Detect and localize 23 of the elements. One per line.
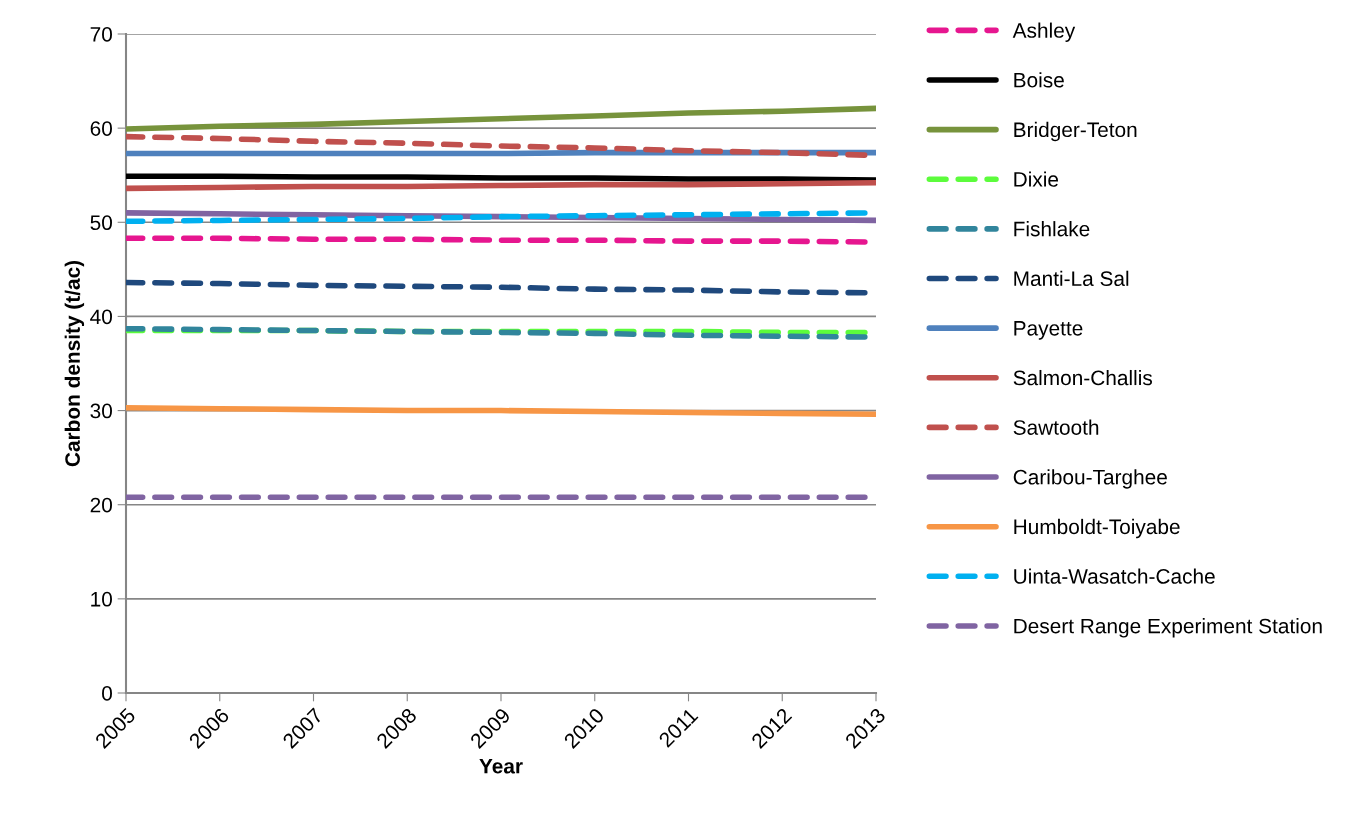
legend-label: Dixie	[1014, 171, 1059, 187]
legend-label: Salmon-Challis	[1013, 369, 1153, 386]
y-tick-label: 50	[90, 215, 112, 231]
y-tick-label: 60	[90, 121, 112, 136]
y-tick-label: 0	[102, 686, 112, 701]
legend-label: Boise	[1014, 72, 1064, 88]
legend-label: Payette	[1014, 321, 1083, 340]
legend-label: Ashley	[1012, 22, 1076, 42]
y-axis-title: Carbon density (t/ac)	[64, 260, 85, 467]
x-axis-title: Year	[479, 759, 523, 774]
y-tick-label: 40	[90, 309, 112, 325]
legend-label: Desert Range Experiment Station	[1014, 618, 1322, 638]
legend-label: Uinta-Wasatch-Cache	[1014, 568, 1215, 584]
y-tick-label: 70	[90, 27, 112, 42]
y-tick-label: 10	[91, 591, 112, 607]
legend-label: Caribou-Targhee	[1013, 469, 1167, 489]
legend-label: Manti-La Sal	[1014, 270, 1129, 287]
legend-label: Sawtooth	[1013, 419, 1099, 435]
y-tick-label: 20	[90, 497, 112, 513]
legend-label: Bridger-Teton	[1014, 121, 1137, 142]
y-tick-label: 30	[90, 403, 112, 419]
legend-label: Fishlake	[1014, 221, 1090, 237]
legend-label: Humboldt-Toiyabe	[1014, 518, 1180, 539]
